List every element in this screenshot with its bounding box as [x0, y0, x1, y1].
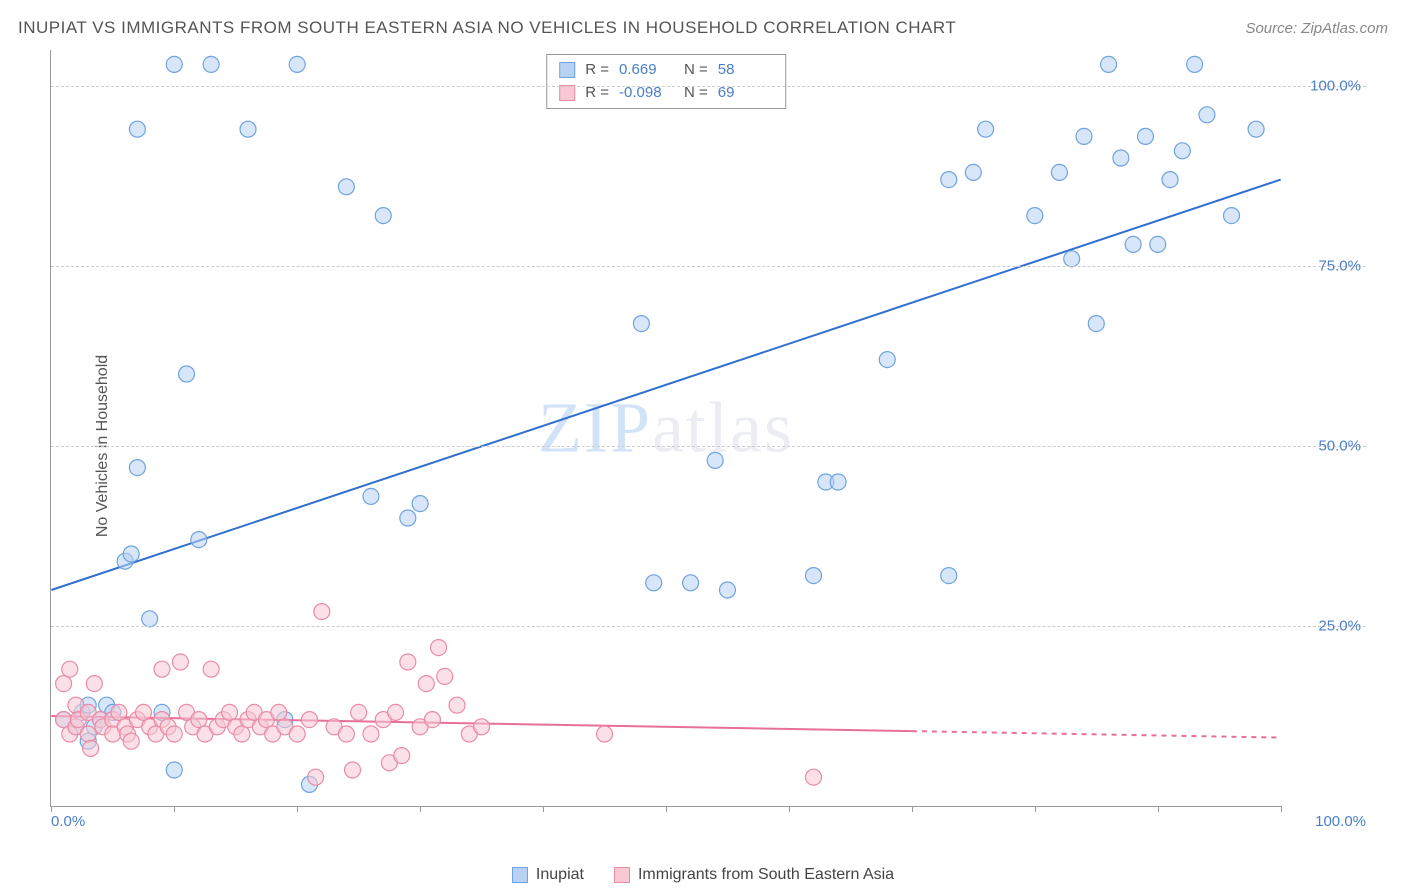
- n-value-1: 69: [718, 82, 773, 105]
- x-tick-mark: [1281, 806, 1282, 812]
- r-label: R =: [585, 59, 609, 82]
- r-value-1: -0.098: [619, 82, 674, 105]
- legend-swatch-0: [512, 867, 528, 883]
- gridline: [51, 446, 1366, 447]
- y-tick-label: 100.0%: [1291, 78, 1361, 95]
- gridline: [51, 266, 1366, 267]
- legend-label-1: Immigrants from South Eastern Asia: [638, 866, 894, 884]
- source-label: Source: ZipAtlas.com: [1245, 20, 1388, 37]
- stats-legend-box: R = 0.669 N = 58 R = -0.098 N = 69: [546, 54, 786, 109]
- x-tick-mark: [789, 806, 790, 812]
- n-value-0: 58: [718, 59, 773, 82]
- gridline: [51, 626, 1366, 627]
- swatch-series-0: [559, 62, 575, 78]
- plot-region: ZIPatlas R = 0.669 N = 58 R = -0.098 N =…: [50, 50, 1281, 807]
- x-tick-mark: [297, 806, 298, 812]
- legend-item-1: Immigrants from South Eastern Asia: [614, 866, 894, 884]
- x-tick-mark: [51, 806, 52, 812]
- x-tick-mark: [1035, 806, 1036, 812]
- n-label: N =: [684, 59, 708, 82]
- stats-row-2: R = -0.098 N = 69: [559, 82, 773, 105]
- x-tick-mark: [174, 806, 175, 812]
- x-tick-left: 0.0%: [51, 813, 85, 830]
- chart-area: ZIPatlas R = 0.669 N = 58 R = -0.098 N =…: [50, 50, 1366, 832]
- chart-title: INUPIAT VS IMMIGRANTS FROM SOUTH EASTERN…: [18, 18, 956, 38]
- x-tick-right: 100.0%: [1315, 813, 1366, 830]
- y-tick-label: 75.0%: [1291, 258, 1361, 275]
- x-tick-mark: [912, 806, 913, 812]
- x-tick-mark: [1158, 806, 1159, 812]
- x-tick-mark: [543, 806, 544, 812]
- r-value-0: 0.669: [619, 59, 674, 82]
- x-tick-mark: [666, 806, 667, 812]
- gridline: [51, 86, 1366, 87]
- y-tick-label: 25.0%: [1291, 618, 1361, 635]
- swatch-series-1: [559, 85, 575, 101]
- bottom-legend: Inupiat Immigrants from South Eastern As…: [0, 866, 1406, 884]
- legend-label-0: Inupiat: [536, 866, 584, 884]
- stats-row-1: R = 0.669 N = 58: [559, 59, 773, 82]
- n-label: N =: [684, 82, 708, 105]
- legend-swatch-1: [614, 867, 630, 883]
- y-tick-label: 50.0%: [1291, 438, 1361, 455]
- r-label: R =: [585, 82, 609, 105]
- x-tick-mark: [420, 806, 421, 812]
- scatter-svg: [51, 50, 1281, 806]
- legend-item-0: Inupiat: [512, 866, 584, 884]
